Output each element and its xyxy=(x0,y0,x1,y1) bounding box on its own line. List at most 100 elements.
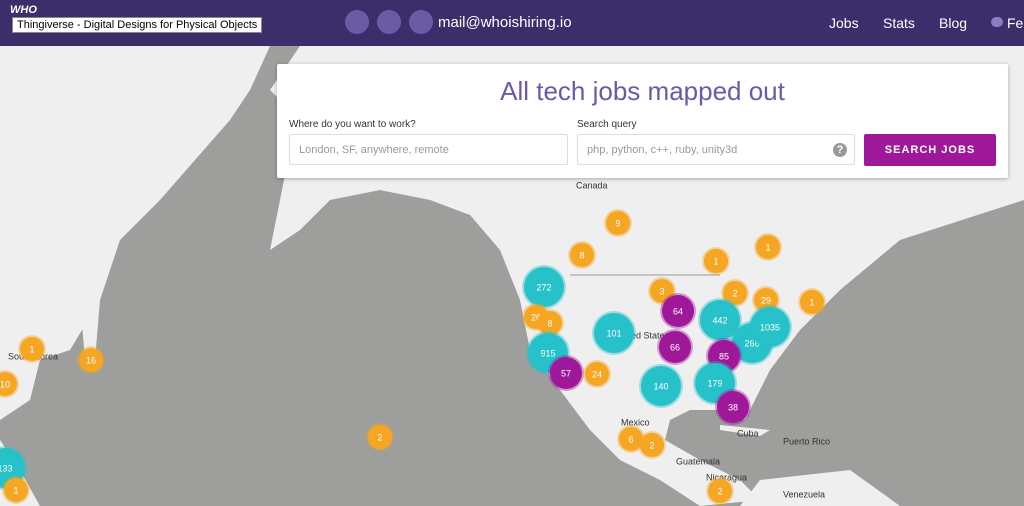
cluster-count: 2 xyxy=(717,486,722,496)
cluster[interactable]: 57 xyxy=(548,355,584,391)
cluster-dot xyxy=(717,391,749,423)
cluster[interactable]: 1 xyxy=(798,288,826,316)
cluster-dot xyxy=(756,235,780,259)
twitter-icon[interactable] xyxy=(377,10,401,34)
cluster-dot xyxy=(750,307,790,347)
cluster[interactable]: 1 xyxy=(754,233,782,261)
cluster-count: 26 xyxy=(531,312,541,322)
place-label: Venezuela xyxy=(783,489,825,499)
cluster-dot xyxy=(700,300,740,340)
cluster-count: 66 xyxy=(670,342,680,352)
cluster[interactable]: 8 xyxy=(536,309,564,337)
cluster-dot xyxy=(585,362,609,386)
place-label: Guatemala xyxy=(676,456,720,466)
cluster-count: 1 xyxy=(13,485,18,495)
cluster-dot xyxy=(0,448,25,488)
cluster[interactable]: 38 xyxy=(715,389,751,425)
cluster-dot xyxy=(606,211,630,235)
cluster-dot xyxy=(570,243,594,267)
land xyxy=(70,250,100,360)
cluster[interactable]: 2 xyxy=(638,431,666,459)
cluster-dot xyxy=(662,295,694,327)
cluster-count: 2 xyxy=(649,440,654,450)
cluster[interactable]: 101 xyxy=(592,311,636,355)
cluster[interactable]: 272 xyxy=(522,265,566,309)
cluster[interactable]: 8 xyxy=(568,241,596,269)
cluster[interactable]: 1 xyxy=(18,335,46,363)
facebook-icon[interactable] xyxy=(345,10,369,34)
mail-icon[interactable] xyxy=(409,10,433,34)
cluster[interactable]: 10 xyxy=(0,370,19,398)
cluster[interactable]: 442 xyxy=(698,298,742,342)
cluster[interactable]: 24 xyxy=(583,360,611,388)
cluster-count: 1 xyxy=(29,344,34,354)
cluster[interactable]: 9 xyxy=(604,209,632,237)
nav-link[interactable]: Stats xyxy=(883,15,915,31)
cluster[interactable]: 64 xyxy=(660,293,696,329)
feedback-icon xyxy=(991,17,1003,27)
cluster-count: 10 xyxy=(0,379,10,389)
email[interactable]: mail@whoishiring.io xyxy=(438,14,572,31)
cluster[interactable]: 2 xyxy=(721,279,749,307)
cluster-count: 8 xyxy=(547,318,552,328)
search-button[interactable]: SEARCH JOBS xyxy=(864,134,996,166)
cluster-count: 2 xyxy=(732,288,737,298)
cluster-count: 24 xyxy=(592,369,602,379)
cluster-dot xyxy=(0,372,17,396)
cluster-count: 3 xyxy=(659,286,664,296)
nav-link[interactable]: Fe xyxy=(1007,15,1024,31)
cluster[interactable]: 6 xyxy=(617,425,645,453)
cluster-dot xyxy=(695,363,735,403)
cluster-dot xyxy=(704,249,728,273)
cluster-dot xyxy=(550,357,582,389)
cluster-dot xyxy=(594,313,634,353)
cluster-dot xyxy=(641,366,681,406)
help-icon[interactable]: ? xyxy=(833,143,847,157)
cluster-count: 179 xyxy=(707,378,722,388)
cluster-count: 2 xyxy=(377,432,382,442)
cluster-count: 442 xyxy=(712,315,727,325)
place-label: Nicaragua xyxy=(706,472,747,482)
cluster-dot xyxy=(619,427,643,451)
cluster[interactable]: 16 xyxy=(77,346,105,374)
logo[interactable]: WHO xyxy=(10,4,37,16)
tooltip: Thingiverse - Digital Designs for Physic… xyxy=(12,17,263,33)
cluster-dot xyxy=(4,478,28,502)
location-input[interactable]: London, SF, anywhere, remote xyxy=(289,134,568,165)
cluster-count: 57 xyxy=(561,368,571,378)
land xyxy=(740,470,900,506)
cluster-count: 1 xyxy=(765,242,770,252)
cluster[interactable]: 2 xyxy=(366,423,394,451)
cluster-dot xyxy=(640,433,664,457)
cluster[interactable]: 29 xyxy=(752,286,780,314)
cluster-dot xyxy=(79,348,103,372)
cluster[interactable]: 66 xyxy=(657,329,693,365)
cluster-dot xyxy=(20,337,44,361)
cluster-dot xyxy=(538,311,562,335)
cluster-count: 266 xyxy=(744,338,759,348)
land xyxy=(720,425,770,436)
query-input[interactable]: php, python, c++, ruby, unity3d xyxy=(577,134,855,165)
cluster[interactable]: 2 xyxy=(706,477,734,505)
cluster-count: 140 xyxy=(653,381,668,391)
search-panel: All tech jobs mapped out Where do you wa… xyxy=(277,64,1008,178)
place-label: Puerto Rico xyxy=(783,436,830,446)
nav-link[interactable]: Blog xyxy=(939,15,968,31)
cluster-count: 101 xyxy=(606,328,621,338)
cluster-dot xyxy=(754,288,778,312)
place-label: United States xyxy=(615,330,670,340)
cluster-dot xyxy=(708,479,732,503)
cluster[interactable]: 1 xyxy=(702,247,730,275)
query-label: Search query xyxy=(577,119,637,130)
cluster[interactable]: 1 xyxy=(2,476,30,504)
cluster-dot xyxy=(650,279,674,303)
cluster-count: 272 xyxy=(536,282,551,292)
cluster-count: 38 xyxy=(728,402,738,412)
cluster-count: 1 xyxy=(809,297,814,307)
cluster-count: 29 xyxy=(761,295,771,305)
cluster[interactable]: 1035 xyxy=(748,305,792,349)
nav-link[interactable]: Jobs xyxy=(829,15,859,31)
cluster-count: 16 xyxy=(86,355,96,365)
cluster-count: 915 xyxy=(540,348,555,358)
cluster[interactable]: 140 xyxy=(639,364,683,408)
